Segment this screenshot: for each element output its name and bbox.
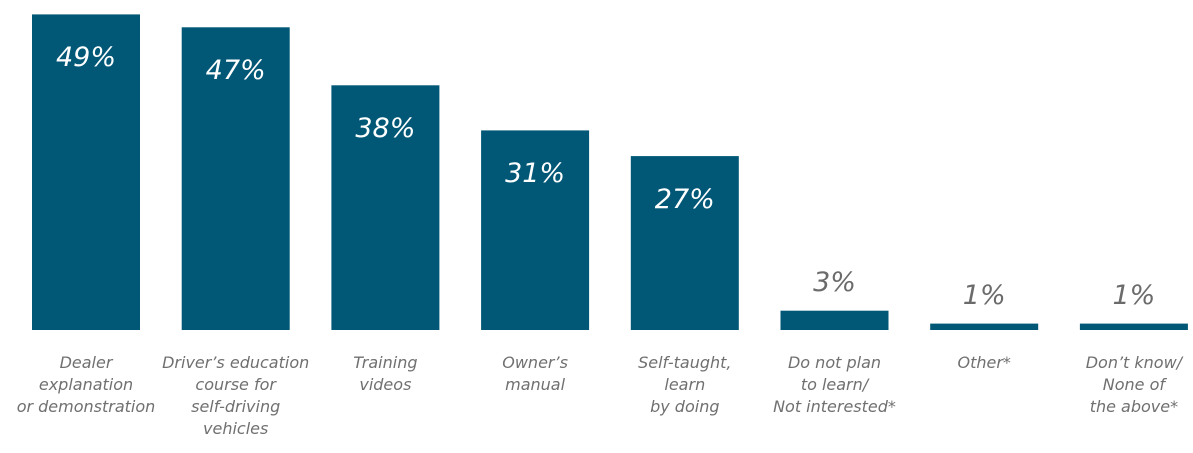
bar-5	[780, 310, 889, 330]
category-label-2: Training videos	[353, 353, 418, 394]
bar-value-label-2: 38%	[355, 113, 416, 145]
bar-value-label-5: 3%	[813, 266, 856, 298]
bar-6	[930, 323, 1039, 330]
bar-7	[1079, 323, 1188, 330]
category-label-6: Other*	[957, 353, 1011, 372]
bar-value-label-1: 47%	[205, 55, 266, 87]
bar-value-label-7: 1%	[1112, 279, 1156, 311]
category-label-7: Don’t know/ None of the above*	[1085, 353, 1183, 416]
category-label-0: Dealer explanation or demonstration	[16, 353, 156, 416]
category-label-5: Do not plan to learn/ Not interested*	[773, 353, 896, 416]
bar-value-label-0: 49%	[55, 42, 116, 74]
category-label-1: Driver’s education course for self-drivi…	[162, 353, 310, 438]
bar-0	[32, 14, 140, 331]
bar-value-label-4: 27%	[654, 184, 715, 216]
bar-2	[331, 85, 440, 330]
bar-value-label-3: 31%	[505, 158, 566, 190]
bar-1	[181, 27, 290, 331]
category-label-4: Self-taught, learn by doing	[638, 353, 732, 416]
category-label-3: Owner’s manual	[502, 353, 568, 394]
bar-value-label-6: 1%	[962, 279, 1006, 311]
bar-4	[630, 156, 739, 330]
bar-3	[481, 130, 590, 330]
